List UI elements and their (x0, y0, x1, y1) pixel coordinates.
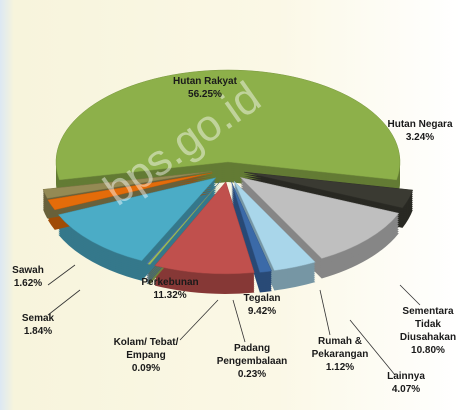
leader-line (232, 299, 246, 343)
data-label: Hutan Rakyat 56.25% (160, 75, 250, 101)
value-label: 1.12% (325, 362, 355, 373)
data-label: Hutan Negara 3.24% (380, 118, 460, 144)
slice (233, 180, 316, 271)
leader-line (319, 289, 331, 336)
data-label: Semak 1.84% (8, 312, 68, 338)
value-label: 10.80% (411, 345, 445, 356)
value-label: 1.62% (13, 278, 43, 289)
category-label: Sawah (12, 265, 44, 276)
leader-line (349, 319, 396, 376)
slice-side (244, 174, 413, 210)
data-label: Kolam/ Tebat/ Empang 0.09% (110, 336, 182, 375)
leader-line (47, 264, 76, 286)
value-label: 1.84% (23, 326, 53, 337)
category-label: Lainnya (387, 371, 425, 382)
data-label: Sementara Tidak Diusahakan 10.80% (397, 305, 459, 357)
leader-line (179, 299, 219, 341)
value-label: 11.32% (153, 290, 187, 301)
data-label: Tegalan 9.42% (232, 292, 292, 318)
value-label: 0.23% (237, 369, 267, 380)
category-label: Hutan Negara (387, 119, 453, 130)
value-label: 3.24% (405, 132, 435, 143)
slice (57, 177, 217, 262)
slice (42, 171, 212, 199)
data-label: Lainnya 4.07% (376, 370, 436, 396)
category-label: Tegalan (243, 293, 281, 304)
slice (239, 176, 400, 259)
category-label: Semak (21, 313, 55, 324)
slice (55, 69, 401, 181)
value-label: 4.07% (391, 384, 421, 395)
category-label: Perkebunan (141, 277, 199, 288)
category-label: Kolam/ Tebat/ Empang (113, 337, 179, 361)
value-label: 56.25% (188, 89, 222, 100)
slice-side (244, 176, 413, 212)
slice (146, 180, 221, 265)
slice (47, 172, 213, 211)
category-label: Padang Pengembalaan (216, 343, 288, 367)
value-label: 9.42% (247, 306, 277, 317)
data-label: Perkebunan 11.32% (130, 276, 210, 302)
value-label: 0.09% (131, 363, 161, 374)
slice (244, 171, 414, 209)
leader-line (399, 284, 421, 306)
slice-side (244, 178, 413, 214)
leader-line (47, 289, 81, 316)
category-label: Rumah & Pekarangan (311, 336, 369, 360)
category-label: Hutan Rakyat (173, 76, 237, 87)
data-label: Rumah & Pekarangan 1.12% (304, 335, 376, 374)
data-label: Padang Pengembalaan 0.23% (207, 342, 297, 381)
slice (154, 181, 255, 275)
category-label: Sementara Tidak Diusahakan (399, 306, 457, 343)
data-label: Sawah 1.62% (0, 264, 58, 290)
slice (231, 181, 273, 273)
